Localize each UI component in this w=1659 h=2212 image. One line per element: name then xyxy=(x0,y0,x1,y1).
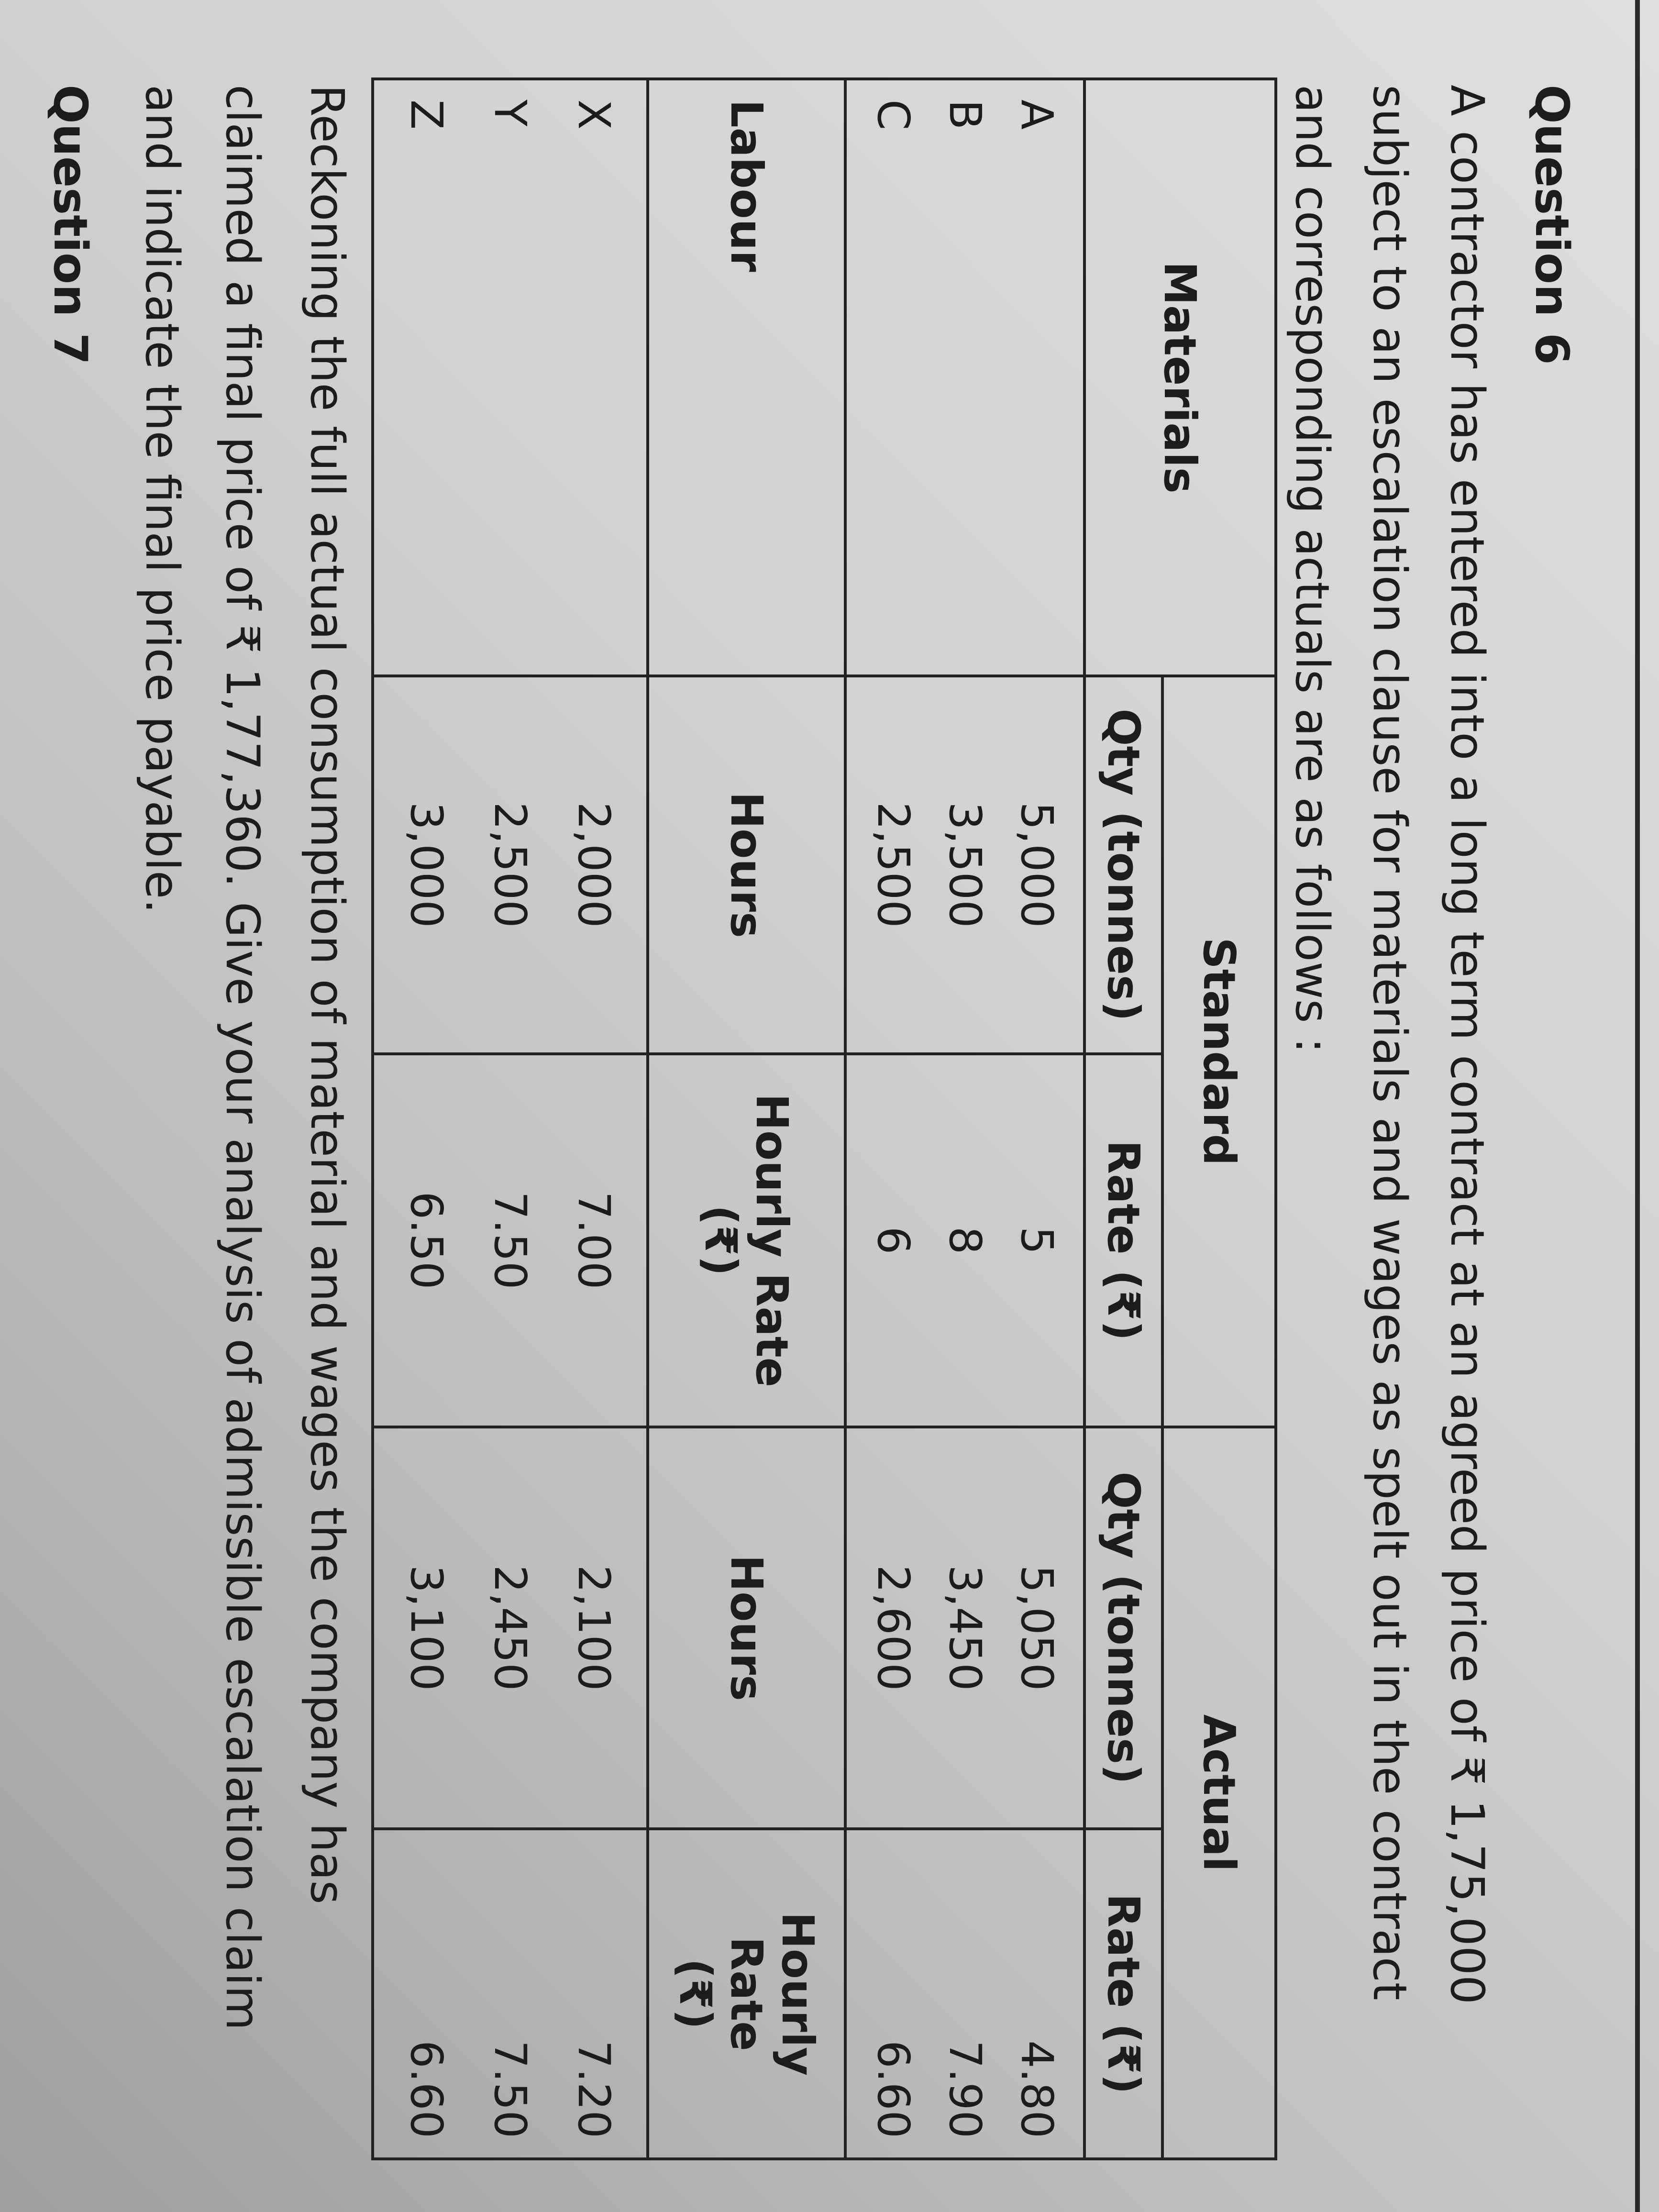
header-line: Hourly Rate xyxy=(721,1912,823,2076)
std-hours-header: Hours xyxy=(648,676,845,1054)
cell: 7.50 xyxy=(485,1191,536,1290)
material-item: A xyxy=(1011,100,1062,130)
material-item: B xyxy=(940,100,991,130)
cell: 5 xyxy=(1011,1226,1062,1255)
cell: 7.50 xyxy=(485,2040,536,2138)
act-rate-header: Rate (₹) xyxy=(1084,1829,1162,2159)
closing-line-2: claimed a final price of ₹ 1,77,360. Giv… xyxy=(216,85,269,2031)
cell: 2,500 xyxy=(485,802,536,928)
act-hours-header: Hours xyxy=(648,1427,845,1829)
cell: 2,450 xyxy=(485,1565,536,1691)
material-std-rate: 5 8 6 xyxy=(845,1054,1084,1427)
closing-line-1: Reckoning the full actual consumption of… xyxy=(300,85,354,1904)
act-qty-header: Qty (tonnes) xyxy=(1084,1427,1162,1829)
material-act-qty: 5,050 3,450 2,600 xyxy=(845,1427,1084,1829)
cell: 6.50 xyxy=(401,1191,452,1290)
cell: 2,100 xyxy=(568,1565,619,1691)
next-question-title: Question 7 xyxy=(44,85,97,365)
materials-header: Materials xyxy=(1084,79,1276,676)
labour-header: Labour xyxy=(648,79,845,676)
cell: 5,050 xyxy=(1011,1565,1062,1691)
material-item: C xyxy=(868,100,919,131)
std-qty-header: Qty (tonnes) xyxy=(1084,676,1162,1054)
labour-std-rate: 7.00 7.50 6.50 xyxy=(373,1054,648,1427)
cell: 6.60 xyxy=(868,2040,919,2138)
cell: 2,500 xyxy=(868,802,919,928)
header-line: (₹) xyxy=(695,1205,747,1276)
labour-rows: X Y Z 2,000 2,500 3,000 7.00 7.50 6.50 2… xyxy=(373,79,648,2159)
intro-line-1: A contractor has entered into a long ter… xyxy=(1440,85,1494,2004)
labour-header-row: Labour Hours Hourly Rate (₹) Hours Hourly… xyxy=(648,79,845,2159)
material-act-rate: 4.80 7.90 6.60 xyxy=(845,1829,1084,2159)
cell: 7.90 xyxy=(940,2040,991,2138)
labour-item: X xyxy=(568,100,619,130)
material-items: A B C xyxy=(845,79,1084,676)
standard-header: Standard xyxy=(1162,676,1276,1427)
labour-item: Y xyxy=(485,100,536,127)
labour-std-hours: 2,000 2,500 3,000 xyxy=(373,676,648,1054)
cell: 6 xyxy=(868,1226,919,1255)
cell: 4.80 xyxy=(1011,2040,1062,2138)
cell: 3,100 xyxy=(401,1565,452,1691)
cell: 8 xyxy=(940,1226,991,1255)
labour-act-hours: 2,100 2,450 3,100 xyxy=(373,1427,648,1829)
cell: 3,500 xyxy=(940,802,991,928)
std-rate-header: Rate (₹) xyxy=(1084,1054,1162,1427)
closing-line-3: and indicate the final price payable. xyxy=(135,85,189,914)
question-title: Question 6 xyxy=(1525,85,1579,365)
labour-items: X Y Z xyxy=(373,79,648,676)
cell: 3,450 xyxy=(940,1565,991,1691)
cell: 7.00 xyxy=(568,1191,619,1290)
material-std-qty: 5,000 3,500 2,500 xyxy=(845,676,1084,1054)
cell: 2,000 xyxy=(568,802,619,928)
cell: 5,000 xyxy=(1011,802,1062,928)
labour-act-rate: 7.20 7.50 6.60 xyxy=(373,1829,648,2159)
page-top-rule xyxy=(1635,0,1640,2212)
materials-rows: A B C 5,000 3,500 2,500 5 8 6 5,050 3,45… xyxy=(845,79,1084,2159)
std-hourly-rate-header: Hourly Rate (₹) xyxy=(648,1054,845,1427)
intro-line-2: subject to an escalation clause for mate… xyxy=(1363,85,1416,2001)
cell: 6.60 xyxy=(401,2040,452,2138)
group-header-row: Materials Standard Actual xyxy=(1084,79,1276,2159)
cell: 3,000 xyxy=(401,802,452,928)
intro-line-3: and corresponding actuals are as follows… xyxy=(1285,85,1339,1053)
escalation-table: Materials Standard Actual Qty (tonnes) R… xyxy=(371,77,1277,2160)
header-line: Hourly Rate xyxy=(746,1094,798,1387)
header-line: (₹) xyxy=(670,1958,721,2030)
cell: 7.20 xyxy=(568,2040,619,2138)
actual-header: Actual xyxy=(1162,1427,1276,2159)
act-hourly-rate-header: Hourly Rate (₹) xyxy=(648,1829,845,2159)
cell: 2,600 xyxy=(868,1565,919,1691)
labour-item: Z xyxy=(401,100,452,130)
